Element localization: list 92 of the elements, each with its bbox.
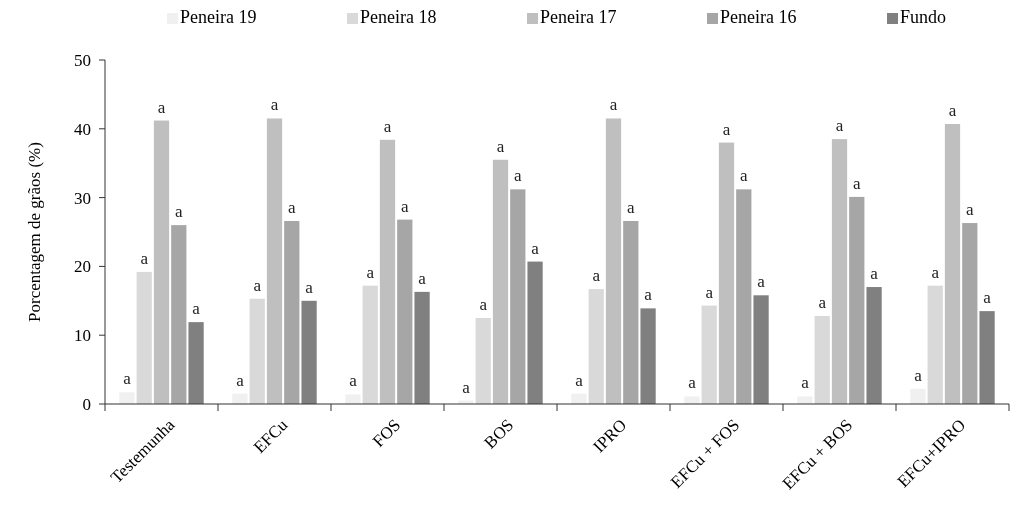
data-label: a (531, 238, 540, 258)
legend-label: Peneira 18 (360, 7, 437, 27)
bar (475, 318, 491, 404)
bar (379, 139, 396, 404)
data-label: a (288, 197, 297, 217)
bar (753, 295, 769, 404)
bar (301, 300, 317, 404)
bar (866, 287, 882, 404)
bar (345, 394, 361, 404)
data-label: a (609, 95, 618, 115)
bar (927, 285, 943, 404)
bar (510, 189, 526, 404)
bar (797, 396, 813, 404)
bar (266, 118, 283, 404)
bar (153, 120, 170, 404)
data-label: a (401, 196, 410, 216)
data-label: a (853, 173, 862, 193)
bar (910, 388, 926, 404)
data-label: a (418, 268, 427, 288)
data-label: a (253, 275, 262, 295)
data-label: a (870, 264, 879, 284)
data-label: a (366, 262, 375, 282)
bar (397, 219, 413, 404)
data-label: a (818, 292, 827, 312)
x-tick-label: FOS (368, 415, 405, 451)
bar (831, 139, 848, 404)
y-tick-label: 30 (74, 188, 91, 208)
bar (136, 271, 152, 404)
bar (979, 311, 995, 404)
bar (684, 396, 700, 404)
data-label: a (462, 377, 471, 397)
data-label: a (722, 119, 731, 139)
data-label: a (140, 248, 149, 268)
data-label: a (627, 197, 636, 217)
bar (119, 392, 135, 404)
data-label: a (705, 282, 714, 302)
bar (736, 189, 752, 404)
y-axis-title: Porcentagem de grãos (%) (25, 142, 44, 322)
data-label: a (575, 370, 584, 390)
bar (962, 223, 978, 404)
bar (849, 196, 865, 404)
legend-label: Peneira 16 (720, 7, 797, 27)
y-tick-label: 50 (74, 50, 91, 70)
bar (527, 261, 543, 404)
bar (571, 393, 587, 404)
bar (701, 305, 717, 404)
bar (718, 142, 735, 404)
data-label: a (192, 299, 201, 319)
bar (814, 315, 830, 404)
bar (249, 298, 265, 404)
legend-label: Fundo (900, 7, 947, 27)
legend-label: Peneira 19 (180, 7, 257, 27)
legend-label: Peneira 17 (540, 7, 617, 27)
bar (414, 291, 430, 404)
data-label: a (157, 97, 166, 117)
data-label: a (966, 200, 975, 220)
y-tick-label: 0 (82, 394, 91, 414)
data-label: a (983, 288, 992, 308)
data-label: a (644, 285, 653, 305)
data-label: a (514, 166, 523, 186)
bar (232, 393, 248, 404)
data-label: a (592, 266, 601, 286)
data-label: a (757, 272, 766, 292)
data-label: a (383, 116, 392, 136)
bar (640, 308, 656, 404)
bar (362, 285, 378, 404)
data-label: a (948, 100, 957, 120)
bar (171, 225, 187, 404)
data-label: a (479, 295, 488, 314)
data-label: a (175, 202, 184, 222)
data-label: a (236, 370, 245, 390)
data-label: a (801, 373, 810, 393)
bar (944, 123, 961, 404)
data-label: a (305, 277, 314, 297)
bar (284, 220, 300, 404)
y-tick-label: 10 (74, 326, 91, 346)
y-tick-label: 40 (74, 119, 91, 139)
bar (605, 118, 622, 404)
data-label: a (688, 373, 697, 393)
data-label: a (914, 365, 923, 385)
data-label: a (835, 116, 844, 136)
bar (492, 159, 509, 404)
bar (623, 220, 639, 404)
data-label: a (123, 369, 132, 389)
bar (188, 322, 204, 404)
y-tick-label: 20 (74, 257, 91, 277)
data-label: a (496, 136, 505, 156)
data-label: a (349, 371, 358, 391)
data-label: a (740, 166, 749, 186)
data-label: a (931, 262, 940, 282)
data-label: a (270, 95, 279, 115)
bar (588, 289, 604, 404)
